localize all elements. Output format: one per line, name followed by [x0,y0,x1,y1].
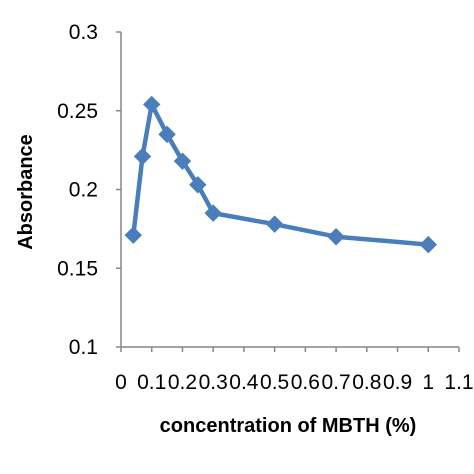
x-tick-label: 0.5 [260,371,289,394]
data-point-marker [133,147,152,166]
x-tick-label: 0.7 [321,371,350,394]
x-tick-label: 0.2 [168,371,197,394]
series-line [131,102,429,247]
data-point-marker [204,204,222,222]
x-tick-labels: 0 0.1 0.2 0.3 0.4 0.5 0.6 0.7 0.8 0.9 1 1.1 [115,371,473,394]
x-tick-label: 0.4 [229,371,259,394]
data-series [124,95,437,254]
data-point-marker [158,125,176,144]
data-point-marker [143,95,161,114]
x-tick-label: 0.3 [199,371,228,394]
y-tick-label: 0.2 [69,179,98,202]
y-tick-labels: 0.1 0.15 0.2 0.25 0.3 [57,21,98,359]
y-tick-label: 0.3 [69,21,98,44]
data-point-marker [173,152,192,170]
data-point-marker [265,215,284,233]
x-axis-title: concentration of MBTH (%) [160,415,417,437]
x-tick-label: 1 [422,371,434,394]
y-axis-title: Absorbance [15,134,37,250]
y-tick-label: 0.15 [57,257,98,280]
x-tick-label: 0.8 [352,371,381,394]
data-point-marker [327,228,345,246]
data-point-marker [419,235,437,254]
x-tick-label: 0.6 [291,371,320,394]
x-tick-label: 0.1 [137,371,166,394]
data-point-marker [189,176,207,194]
x-tick-label: 1.1 [444,371,473,394]
x-tick-label: 0.9 [383,371,412,394]
data-point-marker [124,226,142,244]
axes [116,31,460,352]
y-tick-label: 0.1 [69,336,98,359]
x-tick-label: 0 [115,371,127,394]
y-tick-label: 0.25 [57,100,98,123]
